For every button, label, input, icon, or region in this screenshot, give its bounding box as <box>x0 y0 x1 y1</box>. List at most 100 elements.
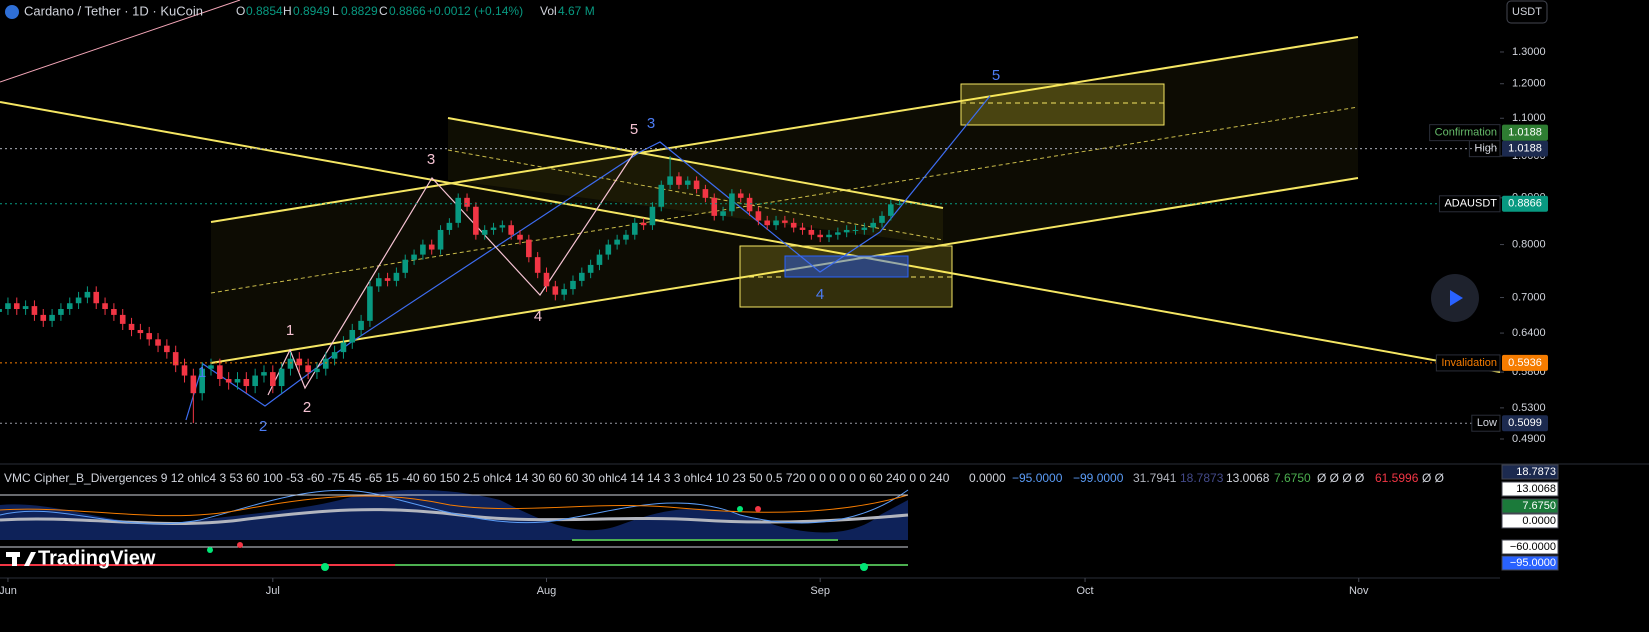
candle-body <box>631 222 638 235</box>
symbol: Cardano / Tether · 1D · KuCoin <box>24 3 203 18</box>
candle-body <box>737 193 744 198</box>
price-tag-label: Invalidation <box>1441 357 1497 369</box>
candle-body <box>790 222 797 228</box>
vol-value: 4.67 M <box>558 4 595 18</box>
candle-body <box>22 306 29 310</box>
candle-body <box>640 222 647 226</box>
channel-top <box>447 117 944 209</box>
candle-body <box>358 320 364 330</box>
price-tag-label: ADAUSDT <box>1444 198 1497 210</box>
candle-body <box>587 264 594 273</box>
vol-label: Vol <box>540 4 557 18</box>
trend-line <box>0 0 241 83</box>
y-tick-label: 1.2000 <box>1512 78 1546 90</box>
ohlc-value: 0.8854 <box>246 4 283 18</box>
indicator-value: 61.5996 <box>1375 471 1419 485</box>
candle-body <box>278 368 285 387</box>
wave-label: 1 <box>286 322 294 339</box>
candle-body <box>596 254 603 265</box>
change: +0.0012 (+0.14%) <box>427 4 523 18</box>
candle-body <box>384 278 391 281</box>
wave-label: 1 <box>198 364 206 381</box>
candle-body <box>720 211 726 216</box>
play-icon[interactable] <box>1450 290 1463 306</box>
price-tag-label: Confirmation <box>1435 127 1497 139</box>
wave-path <box>267 149 637 396</box>
candle-body <box>764 220 771 226</box>
price-tag-label-bg <box>1471 414 1501 432</box>
signal-dot <box>860 563 868 571</box>
wave-label: 2 <box>259 418 267 435</box>
candle-body <box>649 206 656 226</box>
scale-tag-value: −60.0000 <box>1510 541 1556 553</box>
wave-label: 5 <box>630 121 638 138</box>
candle-body <box>473 206 479 235</box>
candle-body <box>349 329 356 343</box>
price-tag <box>1502 354 1548 371</box>
price-tag-label-bg <box>1438 195 1501 213</box>
candle-body <box>243 379 250 387</box>
candle-body <box>411 254 417 260</box>
candle-body <box>0 309 2 312</box>
wave-label: 4 <box>816 286 824 303</box>
price-tag-label-bg <box>1435 354 1501 372</box>
x-tick-label: Nov <box>1349 585 1369 597</box>
scale-tag <box>1501 498 1559 514</box>
candle-body <box>570 280 576 290</box>
candle-body <box>826 234 832 238</box>
indicator-value: Ø Ø Ø Ø <box>1317 471 1364 485</box>
candle-body <box>93 291 100 304</box>
trend-line <box>0 101 1501 373</box>
wave-label: 5 <box>992 67 1000 84</box>
logo-mark <box>12 552 17 566</box>
candle-body <box>314 368 320 373</box>
price-tag <box>1502 124 1548 141</box>
indicator-title: VMC Cipher_B_Divergences 9 12 ohlc4 3 53… <box>4 471 950 485</box>
candles <box>0 156 903 424</box>
currency[interactable]: USDT <box>1512 6 1542 18</box>
candle-body <box>75 297 82 304</box>
ohlc-label: O <box>236 4 245 18</box>
scale-tag-value: 0.0000 <box>1522 515 1556 527</box>
price-tag-label: Low <box>1477 417 1497 429</box>
channel-top <box>210 36 1359 223</box>
candle-body <box>111 309 117 315</box>
candle-body <box>190 375 197 394</box>
candle-body <box>746 197 753 212</box>
candle-body <box>684 180 691 185</box>
candle-body <box>799 227 806 230</box>
signal-dot <box>755 506 761 512</box>
candle-body <box>490 227 497 230</box>
candle-body <box>270 372 276 387</box>
scale-tag <box>1501 513 1559 529</box>
candle-body <box>526 239 532 258</box>
y-tick-label: 0.4900 <box>1512 433 1546 445</box>
currency-button[interactable] <box>1506 0 1548 24</box>
ohlc-label: H <box>283 4 292 18</box>
candle-body <box>181 365 188 376</box>
candle-body <box>614 239 620 245</box>
indicator-value: Ø Ø <box>1422 471 1444 485</box>
ohlc-value: 0.8866 <box>389 4 426 18</box>
signal-dot <box>237 542 243 548</box>
scale-tag <box>1501 481 1559 497</box>
symbol-icon <box>5 5 19 19</box>
candle-body <box>261 372 267 376</box>
candle-body <box>296 358 303 366</box>
channel-mid <box>210 106 1359 294</box>
wave-line <box>0 489 909 525</box>
candle-body <box>322 358 329 369</box>
channel-fill <box>211 37 1358 363</box>
scale-tag-value: 18.7873 <box>1516 466 1556 478</box>
candle-body <box>499 225 506 228</box>
scale-tag-value: −95.0000 <box>1510 557 1556 569</box>
candle-body <box>31 306 38 315</box>
scale-tag-value: 7.6750 <box>1522 500 1556 512</box>
ohlc-label: L <box>332 4 339 18</box>
indicator-value: 18.7873 <box>1180 471 1224 485</box>
candle-body <box>155 339 161 346</box>
candle-body <box>234 379 241 383</box>
candle-body <box>782 220 788 223</box>
ohlc-value: 0.8949 <box>293 4 330 18</box>
